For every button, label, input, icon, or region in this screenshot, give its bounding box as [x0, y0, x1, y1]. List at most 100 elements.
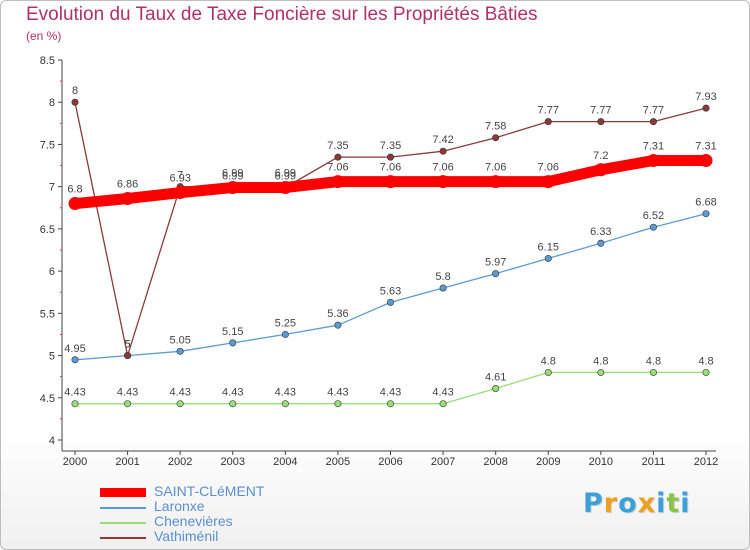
data-point	[229, 339, 237, 347]
data-label: 6.99	[222, 168, 243, 180]
data-point	[439, 400, 447, 408]
y-tick-label: 8.5	[40, 55, 55, 67]
data-point	[334, 321, 342, 329]
data-point	[649, 368, 657, 376]
data-label: 5.05	[169, 334, 190, 346]
data-point	[597, 239, 605, 247]
x-tick-label: 2002	[168, 456, 192, 468]
x-tick-label: 2009	[536, 456, 560, 468]
data-label: 5	[125, 339, 131, 351]
data-label: 4.8	[541, 355, 556, 367]
legend-swatch	[100, 536, 146, 539]
x-tick-label: 2007	[431, 456, 455, 468]
data-label: 7.06	[432, 162, 453, 174]
data-label: 5	[125, 339, 131, 351]
data-point	[281, 400, 289, 408]
data-label: 5.97	[485, 257, 506, 269]
data-label: 6.99	[275, 171, 296, 183]
data-point	[331, 175, 345, 189]
y-tick-label: 7	[49, 182, 55, 194]
data-label: 7.93	[695, 91, 716, 103]
data-label: 4.8	[646, 355, 661, 367]
data-point	[702, 104, 710, 112]
data-label: 4.8	[698, 355, 713, 367]
data-label: 7.06	[538, 162, 559, 174]
data-label: 7.2	[593, 150, 608, 162]
data-point	[68, 197, 82, 211]
data-point	[702, 368, 710, 376]
chart-subtitle: (en %)	[26, 29, 62, 43]
legend-label: Vathiménil	[154, 528, 219, 544]
data-point	[226, 181, 240, 195]
data-label: 6.15	[538, 241, 559, 253]
data-point	[439, 147, 447, 155]
y-tick-label: 5	[49, 351, 55, 363]
data-label: 7.06	[485, 162, 506, 174]
data-label: 7.77	[643, 105, 664, 117]
legend-swatch	[100, 488, 146, 497]
data-point	[597, 368, 605, 376]
data-point	[492, 270, 500, 278]
data-label: 5.15	[222, 326, 243, 338]
data-point	[124, 352, 132, 360]
data-label: 4.43	[275, 387, 296, 399]
data-point	[386, 400, 394, 408]
legend: SAINT-CLéMENT Laronxe Chenevières Vathiméni…	[100, 483, 340, 545]
data-label: 6.86	[117, 178, 138, 190]
x-tick-label: 2010	[589, 456, 613, 468]
data-point	[594, 163, 608, 177]
data-point	[229, 400, 237, 408]
data-point	[439, 284, 447, 292]
data-label: 4.95	[64, 343, 85, 355]
legend-item: SAINT-CLéMENT	[100, 483, 340, 500]
data-point	[281, 330, 289, 338]
data-label: 7.42	[432, 134, 453, 146]
data-point	[702, 210, 710, 218]
legend-swatch	[100, 521, 146, 524]
data-label: 7.31	[695, 140, 716, 152]
legend-item: Chenevières	[100, 513, 340, 530]
data-point	[173, 186, 187, 200]
chart-title: Evolution du Taux de Taxe Foncière sur l…	[26, 4, 538, 25]
legend-item: Vathiménil	[100, 528, 340, 545]
x-tick-label: 2001	[115, 456, 139, 468]
data-point	[334, 400, 342, 408]
data-point	[492, 134, 500, 142]
y-tick-label: 6.5	[40, 224, 55, 236]
y-tick-label: 4	[49, 435, 55, 447]
y-tick-label: 4.5	[40, 393, 55, 405]
data-label: 7.31	[643, 140, 664, 152]
legend-label: Chenevières	[154, 513, 233, 529]
data-label: 4.43	[327, 387, 348, 399]
data-point	[176, 400, 184, 408]
data-point	[176, 347, 184, 355]
data-point	[436, 175, 450, 189]
data-label: 6.8	[67, 184, 82, 196]
data-label: 7.77	[590, 105, 611, 117]
data-label: 4.43	[64, 387, 85, 399]
data-point	[541, 175, 555, 189]
data-label: 7.35	[380, 140, 401, 152]
data-point	[544, 254, 552, 262]
x-tick-label: 2011	[642, 456, 666, 468]
data-label: 5.8	[435, 271, 450, 283]
data-point	[384, 175, 397, 189]
x-tick-label: 2004	[273, 456, 297, 468]
data-point	[646, 153, 660, 167]
data-label: 4.43	[380, 387, 401, 399]
x-tick-label: 2000	[63, 456, 87, 468]
data-label: 5.25	[275, 317, 296, 329]
x-tick-label: 2008	[483, 456, 507, 468]
data-label: 4.43	[117, 387, 138, 399]
data-label: 7.58	[485, 121, 506, 133]
data-label: 7.35	[327, 140, 348, 152]
x-tick-label: 2012	[694, 456, 718, 468]
data-point	[334, 153, 342, 161]
data-label: 4.8	[593, 355, 608, 367]
data-label: 6.52	[643, 210, 664, 222]
data-point	[544, 118, 552, 126]
data-label: 4.43	[169, 387, 190, 399]
data-point	[544, 368, 552, 376]
data-label: 6.99	[275, 168, 296, 180]
